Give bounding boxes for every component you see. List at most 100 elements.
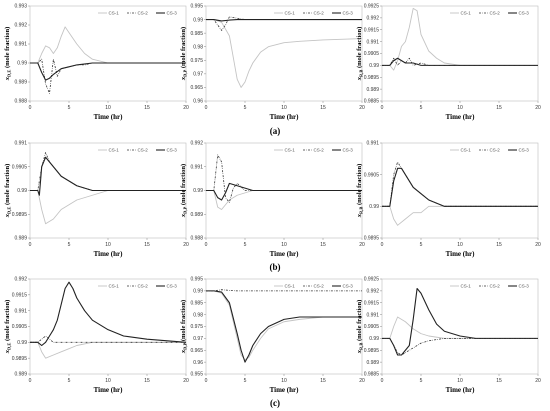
y-tick-label: 0.965: [190, 85, 203, 91]
plot-area: [381, 5, 539, 102]
x-tick-label: 15: [496, 105, 502, 111]
plot-area: [29, 278, 187, 375]
series-line-cs-3: [30, 62, 186, 81]
y-tick-label: 0.991: [14, 308, 27, 314]
x-tick-label: 20: [183, 242, 189, 248]
legend-label: CS-2: [314, 148, 325, 153]
x-tick-label: 15: [144, 242, 150, 248]
x-axis-label: Time (hr): [446, 113, 476, 121]
y-axis-label-var: x: [4, 213, 11, 218]
y-tick-label: 0.97: [193, 72, 203, 78]
y-tick-label: 0.988: [14, 99, 27, 105]
y-tick-label: 0.98: [193, 312, 203, 318]
x-tick-label: 20: [183, 378, 189, 384]
legend-label: CS-3: [167, 148, 178, 153]
y-axis-label-var: x: [180, 213, 187, 218]
y-axis-label-unit: (mole fraction): [356, 300, 363, 343]
x-tick-label: 20: [359, 242, 365, 248]
chart-panel-b1: 0.989 0.9895 0.99 0.9905 0.991 0 5 10 15 20 Time (…: [4, 141, 189, 258]
y-tick-label: 0.965: [190, 348, 203, 354]
x-tick-label: 20: [535, 105, 541, 111]
x-tick-label: 0: [29, 242, 32, 248]
chart-panel-a3: 0.9885 0.989 0.9895 0.99 0.9905 0.991 0.9915 0.…: [356, 4, 541, 121]
y-tick-label: 0.9915: [364, 27, 380, 33]
y-tick-label: 0.989: [14, 236, 27, 242]
legend-label: CS-1: [285, 284, 296, 289]
y-tick-label: 0.99: [369, 336, 379, 342]
x-tick-label: 10: [105, 378, 111, 384]
y-tick-label: 0.975: [190, 324, 203, 330]
x-tick-label: 5: [68, 105, 71, 111]
y-tick-label: 0.991: [14, 42, 27, 48]
y-tick-label: 0.992: [14, 277, 27, 283]
legend-label: CS-1: [285, 148, 296, 153]
y-axis-label-sub: D,P: [183, 343, 188, 350]
plot-area: [381, 278, 539, 375]
y-tick-label: 0.99: [369, 204, 379, 210]
x-axis-label: Time (hr): [94, 386, 124, 394]
legend-label: CS-1: [285, 11, 296, 16]
y-axis-label-sub: D,E: [7, 343, 12, 350]
y-tick-label: 0.9905: [364, 324, 380, 330]
y-tick-label: 0.989: [14, 80, 27, 86]
x-tick-label: 0: [381, 105, 384, 111]
y-tick-label: 0.99: [193, 188, 203, 194]
y-tick-label: 0.9925: [364, 277, 380, 283]
y-axis-label-var: x: [4, 76, 11, 81]
y-tick-label: 0.9905: [364, 172, 380, 178]
y-axis-label: xR,B (mole fraction): [356, 27, 364, 82]
y-axis-label: xR,B (mole fraction): [356, 164, 364, 219]
chart-panel-c2: 0.955 0.96 0.965 0.97 0.975 0.98 0.985 0.99 0.99…: [180, 277, 365, 394]
legend-label: CS-3: [519, 284, 530, 289]
legend-label: CS-2: [138, 284, 149, 289]
x-tick-label: 10: [457, 105, 463, 111]
x-axis-label: Time (hr): [94, 250, 124, 258]
x-tick-label: 20: [535, 242, 541, 248]
y-tick-label: 0.991: [14, 141, 27, 147]
x-tick-label: 0: [205, 242, 208, 248]
y-tick-label: 0.9905: [12, 164, 28, 170]
plot-area: [205, 5, 363, 102]
x-tick-label: 20: [359, 378, 365, 384]
y-tick-label: 0.989: [366, 360, 379, 366]
series-line-cs-2: [30, 58, 186, 94]
series-line-cs-3: [206, 182, 362, 201]
legend-label: CS-3: [167, 11, 178, 16]
y-tick-label: 0.985: [190, 31, 203, 37]
y-tick-label: 0.991: [366, 39, 379, 45]
x-tick-label: 5: [420, 242, 423, 248]
x-tick-label: 5: [244, 105, 247, 111]
legend-label: CS-1: [461, 11, 472, 16]
y-axis-label: xD,P (mole fraction): [180, 300, 188, 354]
y-tick-label: 0.992: [190, 141, 203, 147]
x-tick-label: 0: [205, 105, 208, 111]
x-tick-label: 10: [281, 242, 287, 248]
x-tick-label: 10: [457, 378, 463, 384]
y-axis-label-unit: (mole fraction): [4, 164, 11, 207]
y-axis-label-sub: D,E: [7, 207, 12, 214]
series-line-cs-3: [30, 156, 186, 196]
legend-label: CS-1: [461, 284, 472, 289]
x-tick-label: 0: [381, 242, 384, 248]
x-tick-label: 10: [281, 378, 287, 384]
y-axis-label-var: x: [356, 349, 363, 354]
y-tick-label: 0.988: [190, 236, 203, 242]
legend-label: CS-2: [490, 284, 501, 289]
row-label: (a): [270, 126, 281, 136]
x-tick-label: 10: [105, 242, 111, 248]
y-axis-label-unit: (mole fraction): [180, 164, 187, 207]
y-axis-label: xD,E (mole fraction): [4, 164, 12, 219]
series-line-cs-1: [206, 290, 362, 361]
legend-label: CS-2: [314, 11, 325, 16]
series-line-cs-3: [206, 290, 362, 363]
chart-panel-c3: 0.9885 0.989 0.9895 0.99 0.9905 0.991 0.9915 0.…: [356, 277, 541, 394]
series-line-cs-3: [382, 287, 538, 356]
legend-label: CS-2: [314, 284, 325, 289]
y-tick-label: 0.991: [190, 164, 203, 170]
y-tick-label: 0.9885: [364, 99, 380, 105]
y-axis-label-var: x: [4, 349, 11, 354]
x-tick-label: 10: [457, 242, 463, 248]
y-tick-label: 0.9895: [364, 236, 380, 242]
row-label: (b): [270, 262, 281, 272]
x-axis-label: Time (hr): [94, 113, 124, 121]
